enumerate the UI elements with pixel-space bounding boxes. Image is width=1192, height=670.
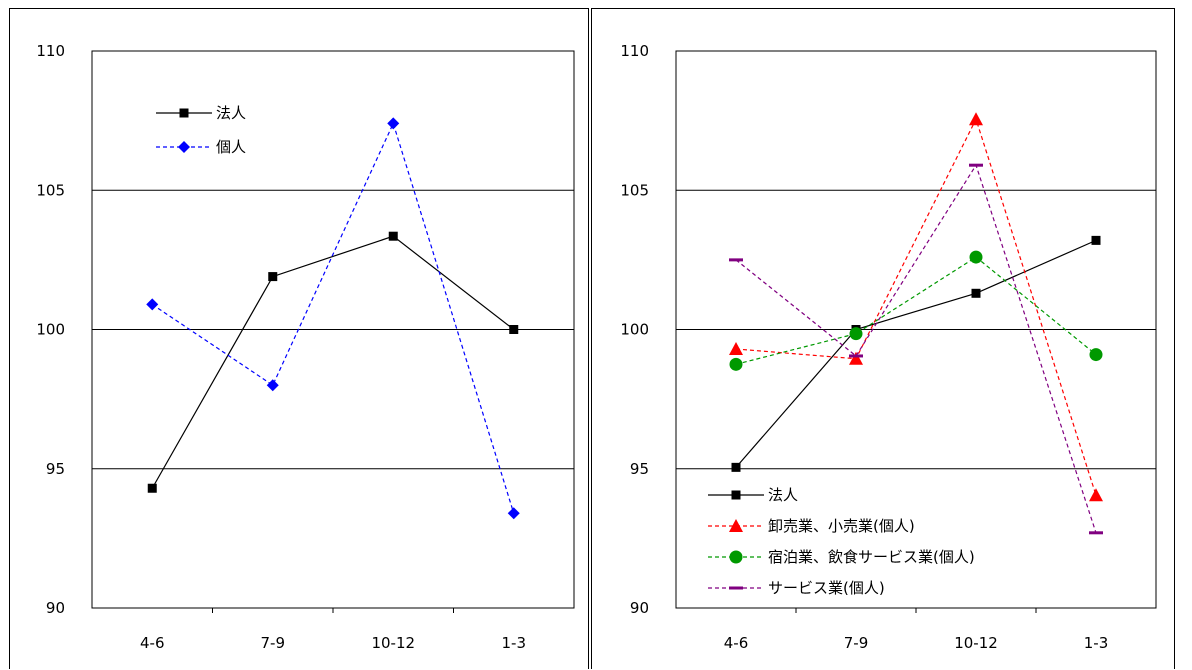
legend-marker [729,586,743,590]
series-2 [729,112,1103,502]
data-point [969,250,983,264]
legend-marker [178,141,190,153]
series-2 [146,117,520,520]
data-point [731,462,741,472]
series-line [735,239,1097,468]
data-point [729,341,743,355]
series-line [151,121,515,514]
data-point [388,231,398,241]
data-point [729,357,743,371]
series-1 [731,235,1101,472]
x-tick-label: 4-6 [724,634,749,652]
data-point [387,117,400,130]
data-point [1091,235,1101,245]
chart-panel-right: 90 95 100 105 110 4-6 7-9 10-12 1-3 法人卸売業、小売業(個人)… [591,8,1175,669]
x-tick-label: 10-12 [954,634,998,652]
data-point [729,258,743,262]
y-tick-label: 110 [620,42,649,60]
data-point [1089,348,1103,362]
series-1 [147,231,519,493]
legend-marker [729,519,743,532]
line-chart-right: 90 95 100 105 110 4-6 7-9 10-12 1-3 法人卸売業、小売業(個人)… [620,42,1157,652]
data-point [849,351,863,365]
legend-label: 個人 [216,138,246,156]
series-line [735,163,1097,533]
y-tick-label: 100 [620,321,649,339]
x-tick-label: 10-12 [371,634,415,652]
legend-marker [179,108,189,118]
legend-label: 法人 [216,104,246,122]
data-point [969,112,983,126]
data-point [849,354,863,358]
data-point [971,288,981,298]
data-point [1089,488,1103,502]
data-point [268,272,278,282]
x-tick-label: 1-3 [502,634,527,652]
y-tick-label: 95 [630,460,649,478]
series-line [151,235,515,489]
y-tick-label: 105 [620,181,649,199]
x-tick-label: 4-6 [140,634,165,652]
y-tick-label: 100 [36,321,65,339]
x-tick-label: 1-3 [1084,634,1109,652]
series-line [735,256,1097,365]
x-tick-label: 7-9 [844,634,869,652]
y-tick-label: 95 [46,460,65,478]
series-4 [729,163,1103,535]
chart-panel-left: 90 95 100 105 110 4-6 7-9 10-12 1-3 法人個人 [9,8,589,669]
legend-label: 卸売業、小売業(個人) [768,517,915,535]
data-point [1089,531,1103,535]
y-tick-label: 90 [630,599,649,617]
y-tick-label: 105 [36,181,65,199]
data-point [146,298,159,311]
legend-label: 法人 [768,486,798,504]
y-tick-label: 110 [36,42,65,60]
legend-label: 宿泊業、飲食サービス業(個人) [768,548,975,566]
legend-marker [731,490,741,500]
data-point [849,327,863,341]
data-point [507,507,520,520]
legend-marker [729,550,743,564]
series-3 [729,250,1103,371]
legend-label: サービス業(個人) [768,579,885,597]
x-tick-label: 7-9 [261,634,286,652]
y-tick-label: 90 [46,599,65,617]
data-point [969,163,983,167]
data-point [266,379,279,392]
data-point [147,483,157,493]
series-line [735,117,1097,496]
data-point [509,325,519,334]
